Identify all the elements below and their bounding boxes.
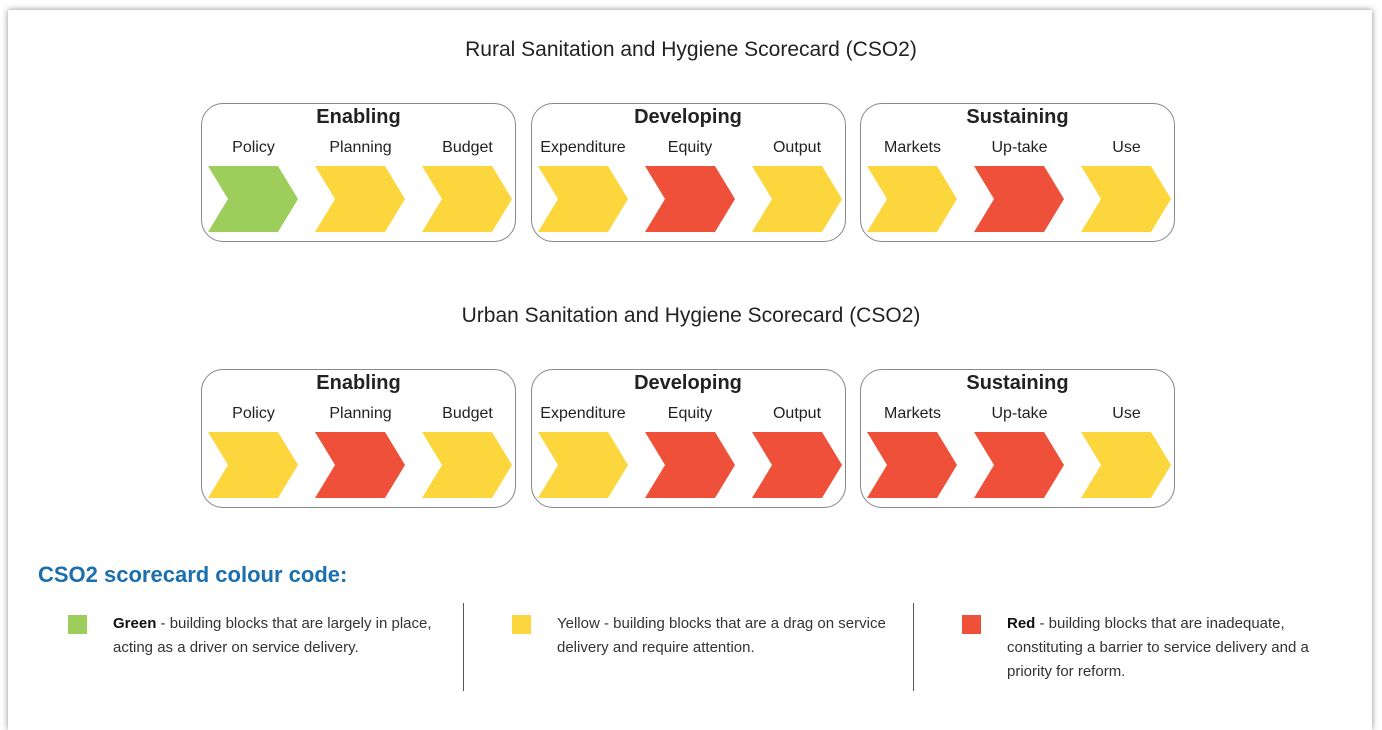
chevron-block xyxy=(208,166,298,232)
block-label: Expenditure xyxy=(540,405,626,422)
chevron-block xyxy=(644,166,735,232)
chevron-block xyxy=(422,166,512,232)
block-label: Output xyxy=(772,139,822,156)
page: Rural Sanitation and Hygiene Scorecard (… xyxy=(38,38,1337,691)
group-box xyxy=(201,369,516,508)
chevron xyxy=(974,166,1064,232)
block-label: Up-take xyxy=(991,405,1048,422)
scorecard-title: Rural Sanitation and Hygiene Scorecard (… xyxy=(465,38,917,61)
chevron-block xyxy=(315,166,405,232)
color-swatch xyxy=(962,615,981,634)
group-name: Developing xyxy=(634,106,742,128)
chevron-block xyxy=(537,432,628,498)
chevron-block xyxy=(974,166,1064,232)
chevron-block xyxy=(315,432,405,498)
chevron-block xyxy=(1081,166,1171,232)
group-box xyxy=(860,369,1175,508)
block-label: Budget xyxy=(442,405,493,422)
chevron xyxy=(974,432,1064,498)
block-label: Up-take xyxy=(991,139,1048,156)
chevron xyxy=(315,166,405,232)
block-label: Equity xyxy=(667,139,713,156)
chevron xyxy=(1081,432,1171,498)
chevron xyxy=(537,166,628,232)
block-label: Expenditure xyxy=(540,139,626,156)
legend-bold: Red xyxy=(1007,615,1036,632)
group-name: Sustaining xyxy=(966,106,1069,128)
chevron-block xyxy=(422,432,512,498)
block-label: Policy xyxy=(232,405,275,422)
chevron xyxy=(422,432,512,498)
card xyxy=(8,10,1372,730)
legend-bold: Green xyxy=(113,615,157,632)
block-label: Planning xyxy=(329,139,392,156)
chevron xyxy=(644,166,735,232)
legend-desc: - building blocks that are largely in pl… xyxy=(113,615,436,656)
chevron xyxy=(867,432,957,498)
chevron xyxy=(315,432,405,498)
chevron xyxy=(867,166,957,232)
block-label: Equity xyxy=(667,405,713,422)
chevron-block xyxy=(867,432,957,498)
chevron-block xyxy=(974,432,1064,498)
legend-desc: - building blocks that are inadequate, c… xyxy=(1007,615,1313,680)
chevron-block xyxy=(644,432,735,498)
chevron xyxy=(537,432,628,498)
chevron xyxy=(422,166,512,232)
chevron xyxy=(751,166,842,232)
block-label: Policy xyxy=(232,139,275,156)
group-box xyxy=(530,369,846,508)
group-box xyxy=(201,103,516,242)
color-swatch xyxy=(68,615,87,634)
group-name: Sustaining xyxy=(966,372,1069,394)
legend-desc: Yellow - building blocks that are a drag… xyxy=(557,615,890,656)
chevron-block xyxy=(751,166,842,232)
chevron-block xyxy=(751,432,842,498)
group-box xyxy=(530,103,846,242)
divider xyxy=(463,603,464,691)
chevron xyxy=(751,432,842,498)
divider xyxy=(913,603,914,691)
block-label: Markets xyxy=(884,405,941,422)
block-label: Budget xyxy=(442,139,493,156)
chevron-block xyxy=(1081,432,1171,498)
scorecard-title: Urban Sanitation and Hygiene Scorecard (… xyxy=(461,304,921,327)
group-box xyxy=(860,103,1175,242)
block-label: Use xyxy=(1112,405,1141,422)
group-name: Enabling xyxy=(316,372,401,394)
legend-text: Yellow - building blocks that are a drag… xyxy=(557,612,887,660)
legend-title: CSO2 scorecard colour code: xyxy=(38,562,348,587)
legend-text: Red - building blocks that are inadequat… xyxy=(1007,612,1337,684)
group-name: Developing xyxy=(634,372,742,394)
legend-text: Green - building blocks that are largely… xyxy=(113,612,443,660)
group-name: Enabling xyxy=(316,106,401,128)
chevron xyxy=(644,432,735,498)
chevron xyxy=(208,432,298,498)
chevron xyxy=(208,166,298,232)
block-label: Planning xyxy=(329,405,392,422)
chevron xyxy=(1081,166,1171,232)
block-label: Use xyxy=(1112,139,1141,156)
chevron-block xyxy=(537,166,628,232)
chevron-block xyxy=(208,432,298,498)
block-label: Markets xyxy=(884,139,941,156)
chevron-block xyxy=(867,166,957,232)
block-label: Output xyxy=(772,405,822,422)
color-swatch xyxy=(512,615,531,634)
